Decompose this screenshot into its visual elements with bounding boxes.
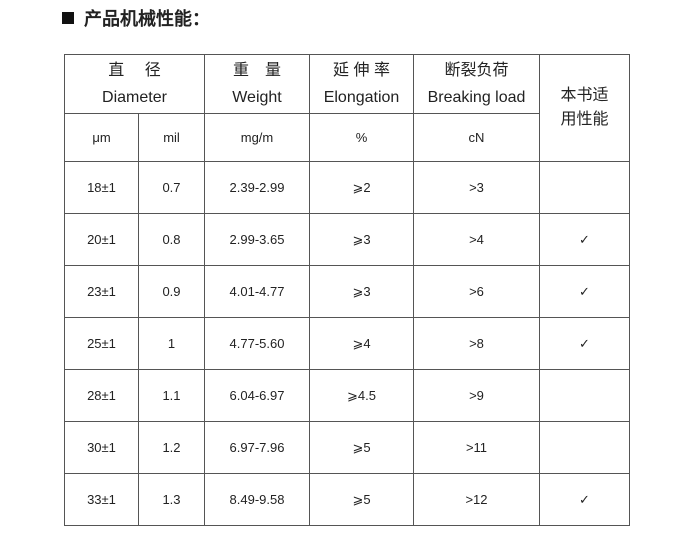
table-cell: >3 — [413, 161, 540, 214]
table-cell: 28±1 — [64, 369, 139, 422]
applicable-check-cell: ✓ — [539, 473, 630, 526]
table-cell: ⩾5 — [309, 473, 414, 526]
table-cell: ⩾3 — [309, 213, 414, 266]
header-en: Diameter — [102, 89, 167, 106]
table-cell: 6.97-7.96 — [204, 421, 310, 474]
header-applicable-text: 本书适用性能 — [560, 87, 609, 128]
header-diameter: 直 径 Diameter — [64, 54, 205, 114]
square-bullet-icon — [62, 12, 74, 24]
table-cell: ⩾2 — [309, 161, 414, 214]
table-cell: 1.2 — [138, 421, 205, 474]
table-cell: >9 — [413, 369, 540, 422]
table-row: 25±1 1 4.77-5.60 ⩾4 >8 ✓ — [64, 317, 630, 370]
header-weight: 重 量 Weight — [204, 54, 310, 114]
table-cell: 4.01-4.77 — [204, 265, 310, 318]
table-cell: 1 — [138, 317, 205, 370]
applicable-check-cell — [539, 421, 630, 474]
table-cell: 0.8 — [138, 213, 205, 266]
applicable-check-cell — [539, 369, 630, 422]
table-cell: ⩾4.5 — [309, 369, 414, 422]
table-cell: >4 — [413, 213, 540, 266]
header-cn: 断裂负荷 — [444, 62, 509, 79]
table-row: 20±1 0.8 2.99-3.65 ⩾3 >4 ✓ — [64, 213, 630, 266]
table-cell: 1.1 — [138, 369, 205, 422]
table-cell: >11 — [413, 421, 540, 474]
header-en: Breaking load — [427, 89, 526, 106]
table-row: 30±1 1.2 6.97-7.96 ⩾5 >11 — [64, 421, 630, 474]
header-cn: 延 伸 率 — [333, 62, 390, 79]
table-cell: 0.9 — [138, 265, 205, 318]
applicable-check-cell — [539, 161, 630, 214]
table-cell: ⩾3 — [309, 265, 414, 318]
header-en: Elongation — [323, 89, 400, 106]
unit-cell: μm — [64, 113, 139, 162]
table-cell: 4.77-5.60 — [204, 317, 310, 370]
section-title: 产品机械性能： — [62, 5, 210, 31]
unit-cell: % — [309, 113, 414, 162]
table-cell: 2.99-3.65 — [204, 213, 310, 266]
unit-cell: cN — [413, 113, 540, 162]
table-cell: ⩾4 — [309, 317, 414, 370]
header-row: 直 径 Diameter 重 量 Weight 延 伸 率 Elongation 断裂… — [64, 54, 630, 162]
section-title-text: 产品机械性能： — [84, 9, 210, 30]
table-cell: 2.39-2.99 — [204, 161, 310, 214]
table-cell: 20±1 — [64, 213, 139, 266]
applicable-check-cell: ✓ — [539, 317, 630, 370]
header-en: Weight — [232, 89, 282, 106]
unit-cell: mg/m — [204, 113, 310, 162]
table-cell: 25±1 — [64, 317, 139, 370]
table-row: 23±1 0.9 4.01-4.77 ⩾3 >6 ✓ — [64, 265, 630, 318]
table-body: 18±1 0.7 2.39-2.99 ⩾2 >3 20±1 0.8 2.99-3.65 ⩾3 >4… — [64, 161, 630, 526]
table-cell: >12 — [413, 473, 540, 526]
table-cell: ⩾5 — [309, 421, 414, 474]
unit-cell: mil — [138, 113, 205, 162]
table-cell: 1.3 — [138, 473, 205, 526]
table-cell: 23±1 — [64, 265, 139, 318]
table-cell: >6 — [413, 265, 540, 318]
table-cell: 18±1 — [64, 161, 139, 214]
header-elongation: 延 伸 率 Elongation — [309, 54, 414, 114]
table-cell: 8.49-9.58 — [204, 473, 310, 526]
header-cn: 直 径 — [108, 62, 161, 79]
table-cell: 0.7 — [138, 161, 205, 214]
table-cell: 33±1 — [64, 473, 139, 526]
header-applicable: 本书适用性能 — [539, 54, 630, 162]
applicable-check-cell: ✓ — [539, 213, 630, 266]
table-cell: >8 — [413, 317, 540, 370]
header-cn: 重 量 — [232, 62, 281, 79]
table-row: 33±1 1.3 8.49-9.58 ⩾5 >12 ✓ — [64, 473, 630, 526]
mechanical-properties-table: 直 径 Diameter 重 量 Weight 延 伸 率 Elongation 断裂… — [64, 54, 630, 526]
table-cell: 30±1 — [64, 421, 139, 474]
applicable-check-cell: ✓ — [539, 265, 630, 318]
units-row: μm mil mg/m% cN — [64, 113, 630, 162]
table-row: 18±1 0.7 2.39-2.99 ⩾2 >3 — [64, 161, 630, 214]
table-row: 28±1 1.1 6.04-6.97 ⩾4.5 >9 — [64, 369, 630, 422]
header-breaking-load: 断裂负荷 Breaking load — [413, 54, 540, 114]
table-cell: 6.04-6.97 — [204, 369, 310, 422]
